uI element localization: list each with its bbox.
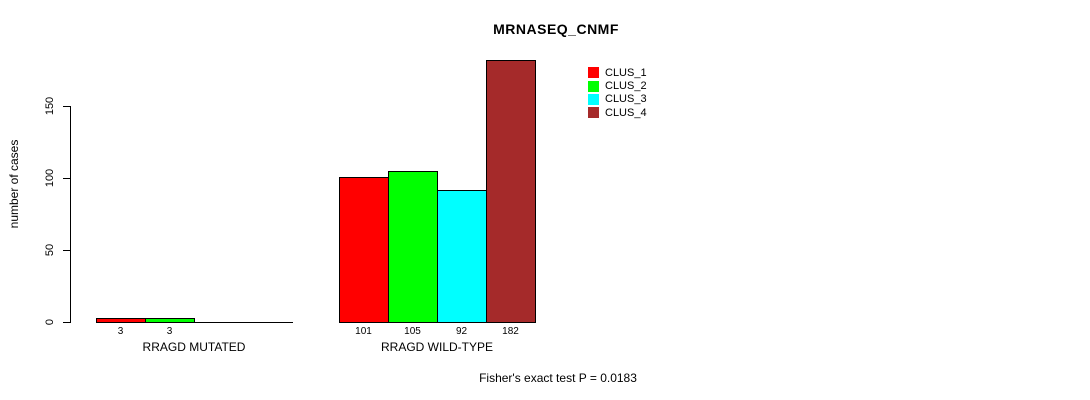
bar-value-label: 92	[455, 326, 468, 337]
y-axis-tick	[63, 250, 70, 251]
bar-clus_3-group2	[437, 190, 487, 323]
y-axis-line	[70, 106, 71, 323]
bar-value-label: 182	[502, 326, 519, 337]
legend-item: CLUS_2	[588, 79, 647, 92]
x-axis-category-label: RRAGD WILD-TYPE	[380, 340, 494, 354]
y-axis-tick	[63, 106, 70, 107]
chart-title: MRNASEQ_CNMF	[493, 21, 619, 37]
bar-value-label: 101	[355, 326, 372, 337]
bar-clus_1-group2	[339, 177, 389, 323]
y-axis-tick-label: 0	[44, 318, 56, 326]
legend-label: CLUS_2	[605, 80, 647, 93]
legend-label: CLUS_1	[605, 66, 647, 79]
legend-item: CLUS_1	[588, 66, 647, 79]
legend-swatch-clus_2	[588, 80, 599, 92]
legend-label: CLUS_3	[605, 93, 647, 106]
bar-clus_3-group1	[194, 322, 244, 323]
bar-clus_2-group2	[388, 171, 438, 323]
y-axis-tick-label: 100	[44, 168, 56, 188]
legend-swatch-clus_1	[588, 67, 599, 79]
x-axis-category-label: RRAGD MUTATED	[142, 340, 246, 354]
legend-item: CLUS_4	[588, 106, 647, 119]
legend-swatch-clus_3	[588, 93, 599, 105]
legend-swatch-clus_4	[588, 107, 599, 119]
bar-value-label: 3	[117, 326, 124, 337]
bar-clus_4-group1	[243, 322, 293, 323]
bar-clus_4-group2	[486, 60, 536, 323]
y-axis-tick-label: 50	[44, 243, 56, 257]
bar-clus_1-group1	[96, 318, 146, 323]
y-axis-tick	[63, 322, 70, 323]
bar-value-label: 3	[166, 326, 173, 337]
legend-label: CLUS_4	[605, 106, 647, 119]
legend-item: CLUS_3	[588, 93, 647, 106]
stat-annotation: Fisher's exact test P = 0.0183	[479, 371, 637, 385]
y-axis-label: number of cases	[7, 139, 21, 229]
y-axis-tick-label: 150	[44, 96, 56, 116]
bar-clus_2-group1	[145, 318, 195, 323]
bar-value-label: 105	[404, 326, 421, 337]
legend: CLUS_1 CLUS_2 CLUS_3 CLUS_4	[588, 66, 647, 120]
y-axis-tick	[63, 178, 70, 179]
